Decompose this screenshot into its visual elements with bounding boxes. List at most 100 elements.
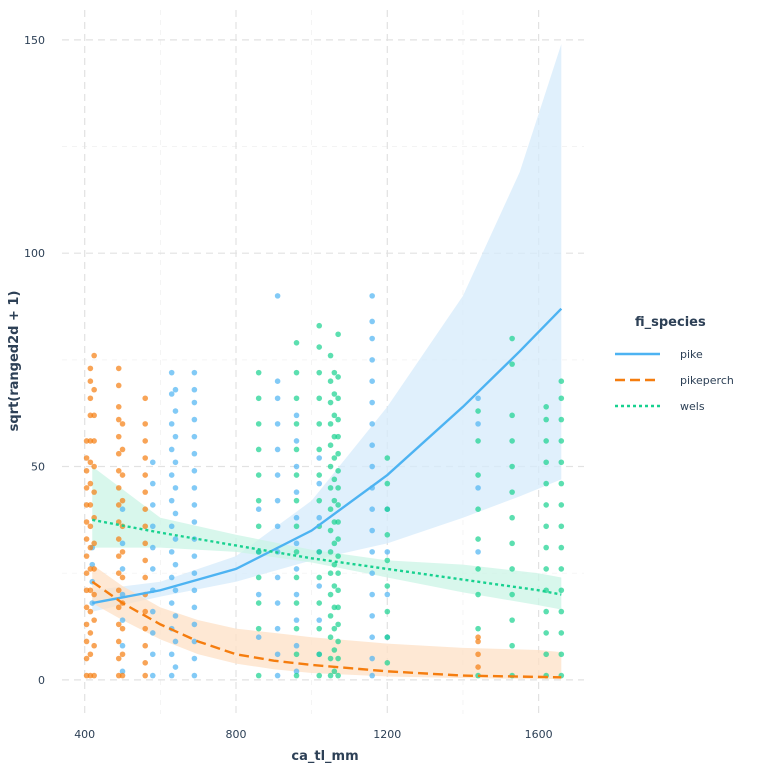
pike-point — [316, 514, 323, 521]
wels-point — [335, 638, 341, 645]
pikeperch-point — [115, 621, 122, 628]
pike-point — [274, 293, 281, 299]
pikeperch-point — [142, 421, 149, 427]
wels-point — [255, 395, 262, 402]
pikeperch-point — [119, 672, 126, 679]
pikeperch-point — [91, 438, 97, 444]
pike-point — [369, 506, 375, 512]
pike-point — [119, 566, 126, 572]
legend-title: fi_species — [635, 315, 706, 330]
wels-point — [331, 455, 338, 461]
pike-point — [316, 617, 323, 623]
pike-point — [149, 608, 156, 615]
wels-point — [509, 514, 515, 521]
wels-point — [384, 532, 391, 538]
pike-point — [191, 386, 198, 393]
pikeperch-point — [91, 463, 97, 470]
pike-point — [168, 600, 175, 606]
wels-point — [316, 446, 323, 453]
pike-point — [168, 421, 175, 427]
pikeperch-point — [83, 455, 90, 461]
pikeperch-point — [83, 570, 90, 576]
pikeperch-point — [87, 608, 94, 615]
pike-point — [369, 399, 375, 406]
pike-point — [168, 472, 175, 478]
wels-point — [558, 459, 565, 466]
wels-point — [327, 442, 334, 449]
pike-point — [255, 506, 262, 512]
pike-point — [168, 549, 175, 555]
wels-point — [543, 480, 549, 487]
wels-point — [558, 544, 565, 551]
wels-point — [335, 502, 341, 508]
wels-point — [384, 634, 391, 640]
wels-point — [335, 672, 341, 679]
wels-point — [327, 613, 334, 619]
pike-point — [369, 613, 375, 619]
pikeperch-point — [142, 489, 149, 495]
wels-point — [255, 523, 262, 530]
wels-point — [331, 540, 338, 547]
wels-point — [335, 468, 341, 474]
pikeperch-point — [91, 412, 97, 419]
wels-point — [327, 421, 334, 427]
pikeperch-point — [119, 574, 126, 581]
wels-point — [331, 668, 338, 675]
wels-point — [327, 378, 334, 385]
wels-point — [384, 583, 391, 589]
pike-point — [149, 480, 156, 487]
pike-point — [149, 566, 156, 572]
pike-point — [274, 651, 281, 658]
x-tick-label: 1600 — [525, 728, 553, 741]
pikeperch-point — [119, 497, 126, 504]
wels-point — [293, 549, 300, 555]
pike-point — [369, 442, 375, 449]
pikeperch-point — [91, 591, 97, 598]
pike-point — [293, 412, 300, 419]
wels-point — [293, 446, 300, 453]
pikeperch-point — [83, 553, 90, 559]
wels-point — [293, 395, 300, 402]
pikeperch-point — [87, 523, 94, 530]
wels-point — [255, 672, 262, 679]
wels-point — [475, 408, 481, 414]
wels-point — [543, 459, 549, 466]
legend-items: pike pikeperch wels — [615, 348, 734, 413]
pike-point — [293, 514, 300, 521]
wels-point — [384, 506, 391, 512]
wels-point — [558, 523, 565, 530]
wels-point — [316, 625, 323, 632]
pike-point — [293, 642, 300, 649]
pike-point — [274, 672, 281, 679]
pike-point — [293, 438, 300, 444]
pike-point — [316, 480, 323, 487]
pikeperch-point — [475, 638, 481, 645]
wels-point — [316, 344, 323, 350]
wels-point — [331, 625, 338, 632]
wels-point — [509, 412, 515, 419]
wels-point — [293, 600, 300, 606]
wels-point — [509, 335, 515, 342]
pike-point — [475, 485, 481, 491]
wels-point — [327, 570, 334, 576]
wels-point — [316, 549, 323, 555]
pike-point — [168, 523, 175, 530]
wels-point — [384, 608, 391, 615]
pike-point — [191, 369, 198, 376]
wels-point — [509, 361, 515, 367]
wels-point — [509, 540, 515, 547]
wels-point — [331, 412, 338, 419]
wels-point — [475, 506, 481, 512]
data-points — [83, 293, 565, 679]
pike-point — [191, 433, 198, 440]
wels-point — [384, 480, 391, 487]
pikeperch-point — [119, 549, 126, 555]
pike-point — [119, 642, 126, 649]
x-axis-title: ca_tl_mm — [291, 749, 358, 764]
pikeperch-point — [83, 621, 90, 628]
pikeperch-point — [91, 617, 97, 623]
wels-point — [543, 630, 549, 636]
pikeperch-point — [119, 625, 126, 632]
wels-point — [335, 416, 341, 423]
